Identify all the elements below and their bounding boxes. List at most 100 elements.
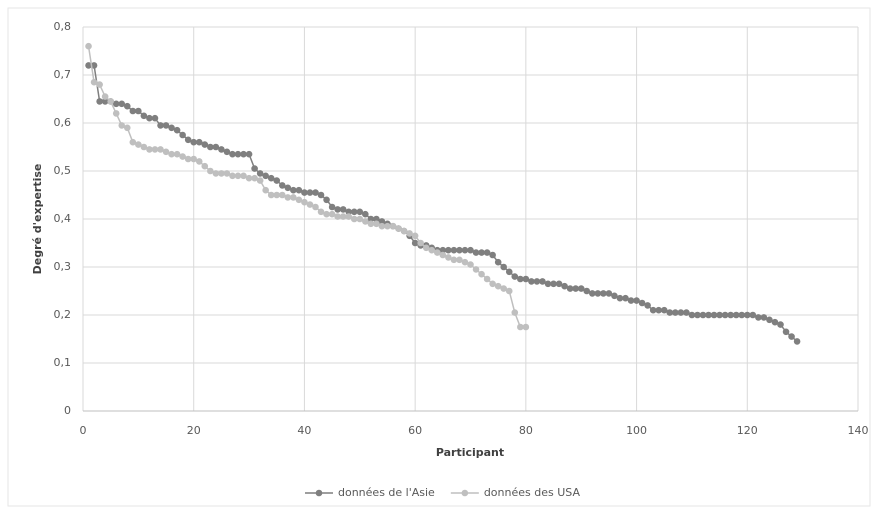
- x-tick-label: 40: [297, 424, 311, 437]
- data-point: [278, 182, 286, 189]
- data-point: [157, 146, 164, 153]
- data-point: [195, 138, 203, 146]
- data-point: [716, 311, 723, 319]
- data-point: [245, 174, 253, 182]
- data-point: [777, 321, 784, 328]
- data-point: [378, 218, 386, 225]
- data-point: [101, 98, 109, 105]
- data-point: [771, 318, 779, 326]
- data-point: [267, 174, 275, 182]
- y-tick-label: 0,4: [54, 212, 72, 225]
- data-point: [384, 222, 391, 230]
- data-point: [256, 170, 264, 177]
- data-point: [251, 174, 258, 182]
- data-point: [251, 165, 258, 172]
- data-point: [317, 191, 325, 199]
- data-point: [422, 244, 430, 252]
- data-point: [472, 266, 480, 273]
- data-point: [367, 215, 375, 223]
- data-point: [162, 148, 170, 156]
- data-point: [284, 194, 292, 201]
- data-point: [328, 203, 336, 211]
- x-tick-label: 0: [80, 424, 87, 437]
- x-tick-label: 20: [187, 424, 201, 437]
- y-tick-label: 0,5: [54, 164, 72, 177]
- data-point: [738, 311, 746, 319]
- data-point: [123, 124, 131, 132]
- data-point: [290, 194, 297, 201]
- data-point: [461, 246, 469, 254]
- data-point: [749, 311, 757, 319]
- data-point: [705, 311, 712, 319]
- data-point: [433, 249, 441, 256]
- data-point: [345, 213, 353, 220]
- data-point: [683, 309, 690, 316]
- data-point: [207, 167, 214, 175]
- data-point: [572, 285, 579, 292]
- data-point: [262, 172, 269, 180]
- data-point: [240, 150, 247, 158]
- data-point: [478, 270, 485, 278]
- data-point: [306, 189, 314, 196]
- data-point: [295, 186, 303, 194]
- data-point: [179, 153, 186, 160]
- y-tick-label: 0: [64, 404, 71, 417]
- data-point: [732, 311, 740, 319]
- data-point: [782, 328, 790, 336]
- data-point: [489, 251, 496, 259]
- data-point: [505, 287, 513, 295]
- data-point: [616, 294, 624, 302]
- data-point: [301, 198, 308, 206]
- data-point: [766, 316, 773, 324]
- data-point: [345, 208, 353, 216]
- data-point: [140, 143, 148, 151]
- data-point: [218, 170, 225, 177]
- data-point: [511, 273, 519, 280]
- data-point: [517, 275, 524, 283]
- data-point: [467, 261, 474, 268]
- data-point: [428, 246, 436, 254]
- chart-frame: [7, 7, 871, 507]
- data-point: [677, 309, 685, 316]
- data-point: [317, 208, 325, 216]
- data-point: [450, 246, 458, 254]
- data-point: [522, 323, 530, 331]
- data-point: [240, 172, 247, 180]
- data-point: [373, 215, 380, 223]
- data-point: [350, 215, 358, 223]
- data-point: [699, 311, 707, 319]
- data-point: [129, 107, 137, 115]
- data-point: [96, 98, 103, 105]
- data-point: [400, 227, 408, 235]
- y-tick-label: 0,1: [54, 356, 72, 369]
- y-tick-label: 0,8: [54, 20, 72, 33]
- y-tick-label: 0,7: [54, 68, 72, 81]
- data-point: [566, 285, 574, 292]
- data-point: [655, 306, 663, 314]
- data-point: [179, 131, 186, 139]
- data-point: [234, 150, 242, 158]
- legend-label: données des USA: [484, 486, 581, 499]
- data-point: [478, 249, 485, 256]
- data-point: [328, 210, 336, 218]
- data-point: [760, 314, 768, 321]
- data-point: [472, 249, 480, 256]
- data-point: [207, 143, 214, 151]
- data-point: [417, 239, 424, 247]
- data-point: [256, 177, 264, 184]
- data-point: [151, 114, 159, 122]
- data-point: [201, 162, 209, 170]
- data-point: [494, 282, 502, 290]
- data-point: [788, 333, 795, 340]
- data-point: [483, 249, 491, 256]
- data-point: [157, 122, 164, 129]
- legend-marker: [461, 489, 469, 497]
- data-point: [500, 263, 508, 271]
- data-point: [146, 114, 153, 122]
- data-point: [101, 93, 109, 100]
- data-point: [284, 184, 292, 192]
- data-point: [267, 191, 275, 199]
- data-point: [362, 218, 369, 225]
- data-point: [550, 280, 557, 288]
- data-point: [245, 150, 253, 158]
